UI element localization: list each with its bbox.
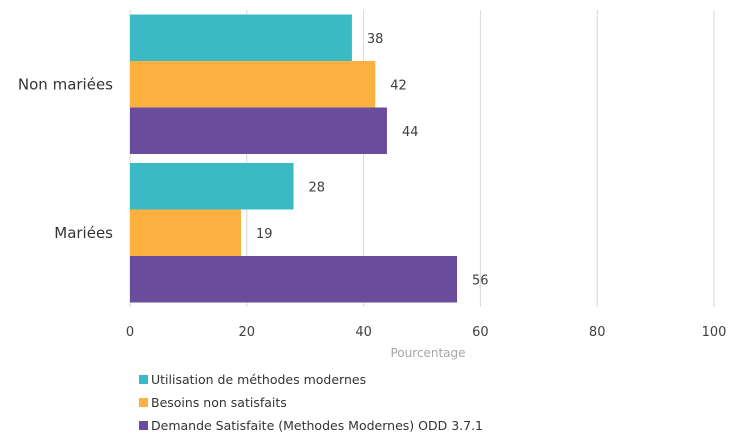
bar xyxy=(130,14,352,61)
legend: Utilisation de méthodes modernes Besoins … xyxy=(139,368,483,437)
bar xyxy=(130,209,241,256)
bar xyxy=(130,107,387,154)
bar xyxy=(130,61,376,108)
x-tick-label: 40 xyxy=(355,325,372,340)
x-tick-labels: 0 20 40 60 80 100 xyxy=(126,325,727,340)
legend-swatch xyxy=(139,375,148,384)
x-axis-title: Pourcentage xyxy=(390,346,465,360)
data-label: 42 xyxy=(390,78,407,93)
x-tick-label: 80 xyxy=(589,325,606,340)
data-label: 28 xyxy=(309,180,326,195)
data-label: 38 xyxy=(367,32,384,47)
legend-item: Utilisation de méthodes modernes xyxy=(139,368,483,391)
legend-swatch xyxy=(139,421,148,430)
legend-label: Demande Satisfaite (Methodes Modernes) O… xyxy=(151,418,484,433)
x-tick-label: 20 xyxy=(239,325,256,340)
x-tick-label: 100 xyxy=(702,325,727,340)
data-label: 44 xyxy=(402,125,419,140)
bar xyxy=(130,256,458,303)
data-labels: 38 42 44 28 19 56 xyxy=(256,32,489,289)
legend-swatch xyxy=(139,398,148,407)
x-tick-label: 60 xyxy=(472,325,489,340)
data-label: 19 xyxy=(256,227,273,242)
bars xyxy=(130,14,458,303)
category-label: Non mariées xyxy=(18,75,113,93)
bar xyxy=(130,163,294,210)
x-tick-label: 0 xyxy=(126,325,134,340)
data-label: 56 xyxy=(472,273,489,288)
category-label: Mariées xyxy=(54,224,113,242)
legend-item: Demande Satisfaite (Methodes Modernes) O… xyxy=(139,414,483,437)
category-labels: Non mariées Mariées xyxy=(18,75,113,242)
legend-item: Besoins non satisfaits xyxy=(139,391,483,414)
legend-label: Utilisation de méthodes modernes xyxy=(151,372,367,387)
legend-label: Besoins non satisfaits xyxy=(151,395,287,410)
